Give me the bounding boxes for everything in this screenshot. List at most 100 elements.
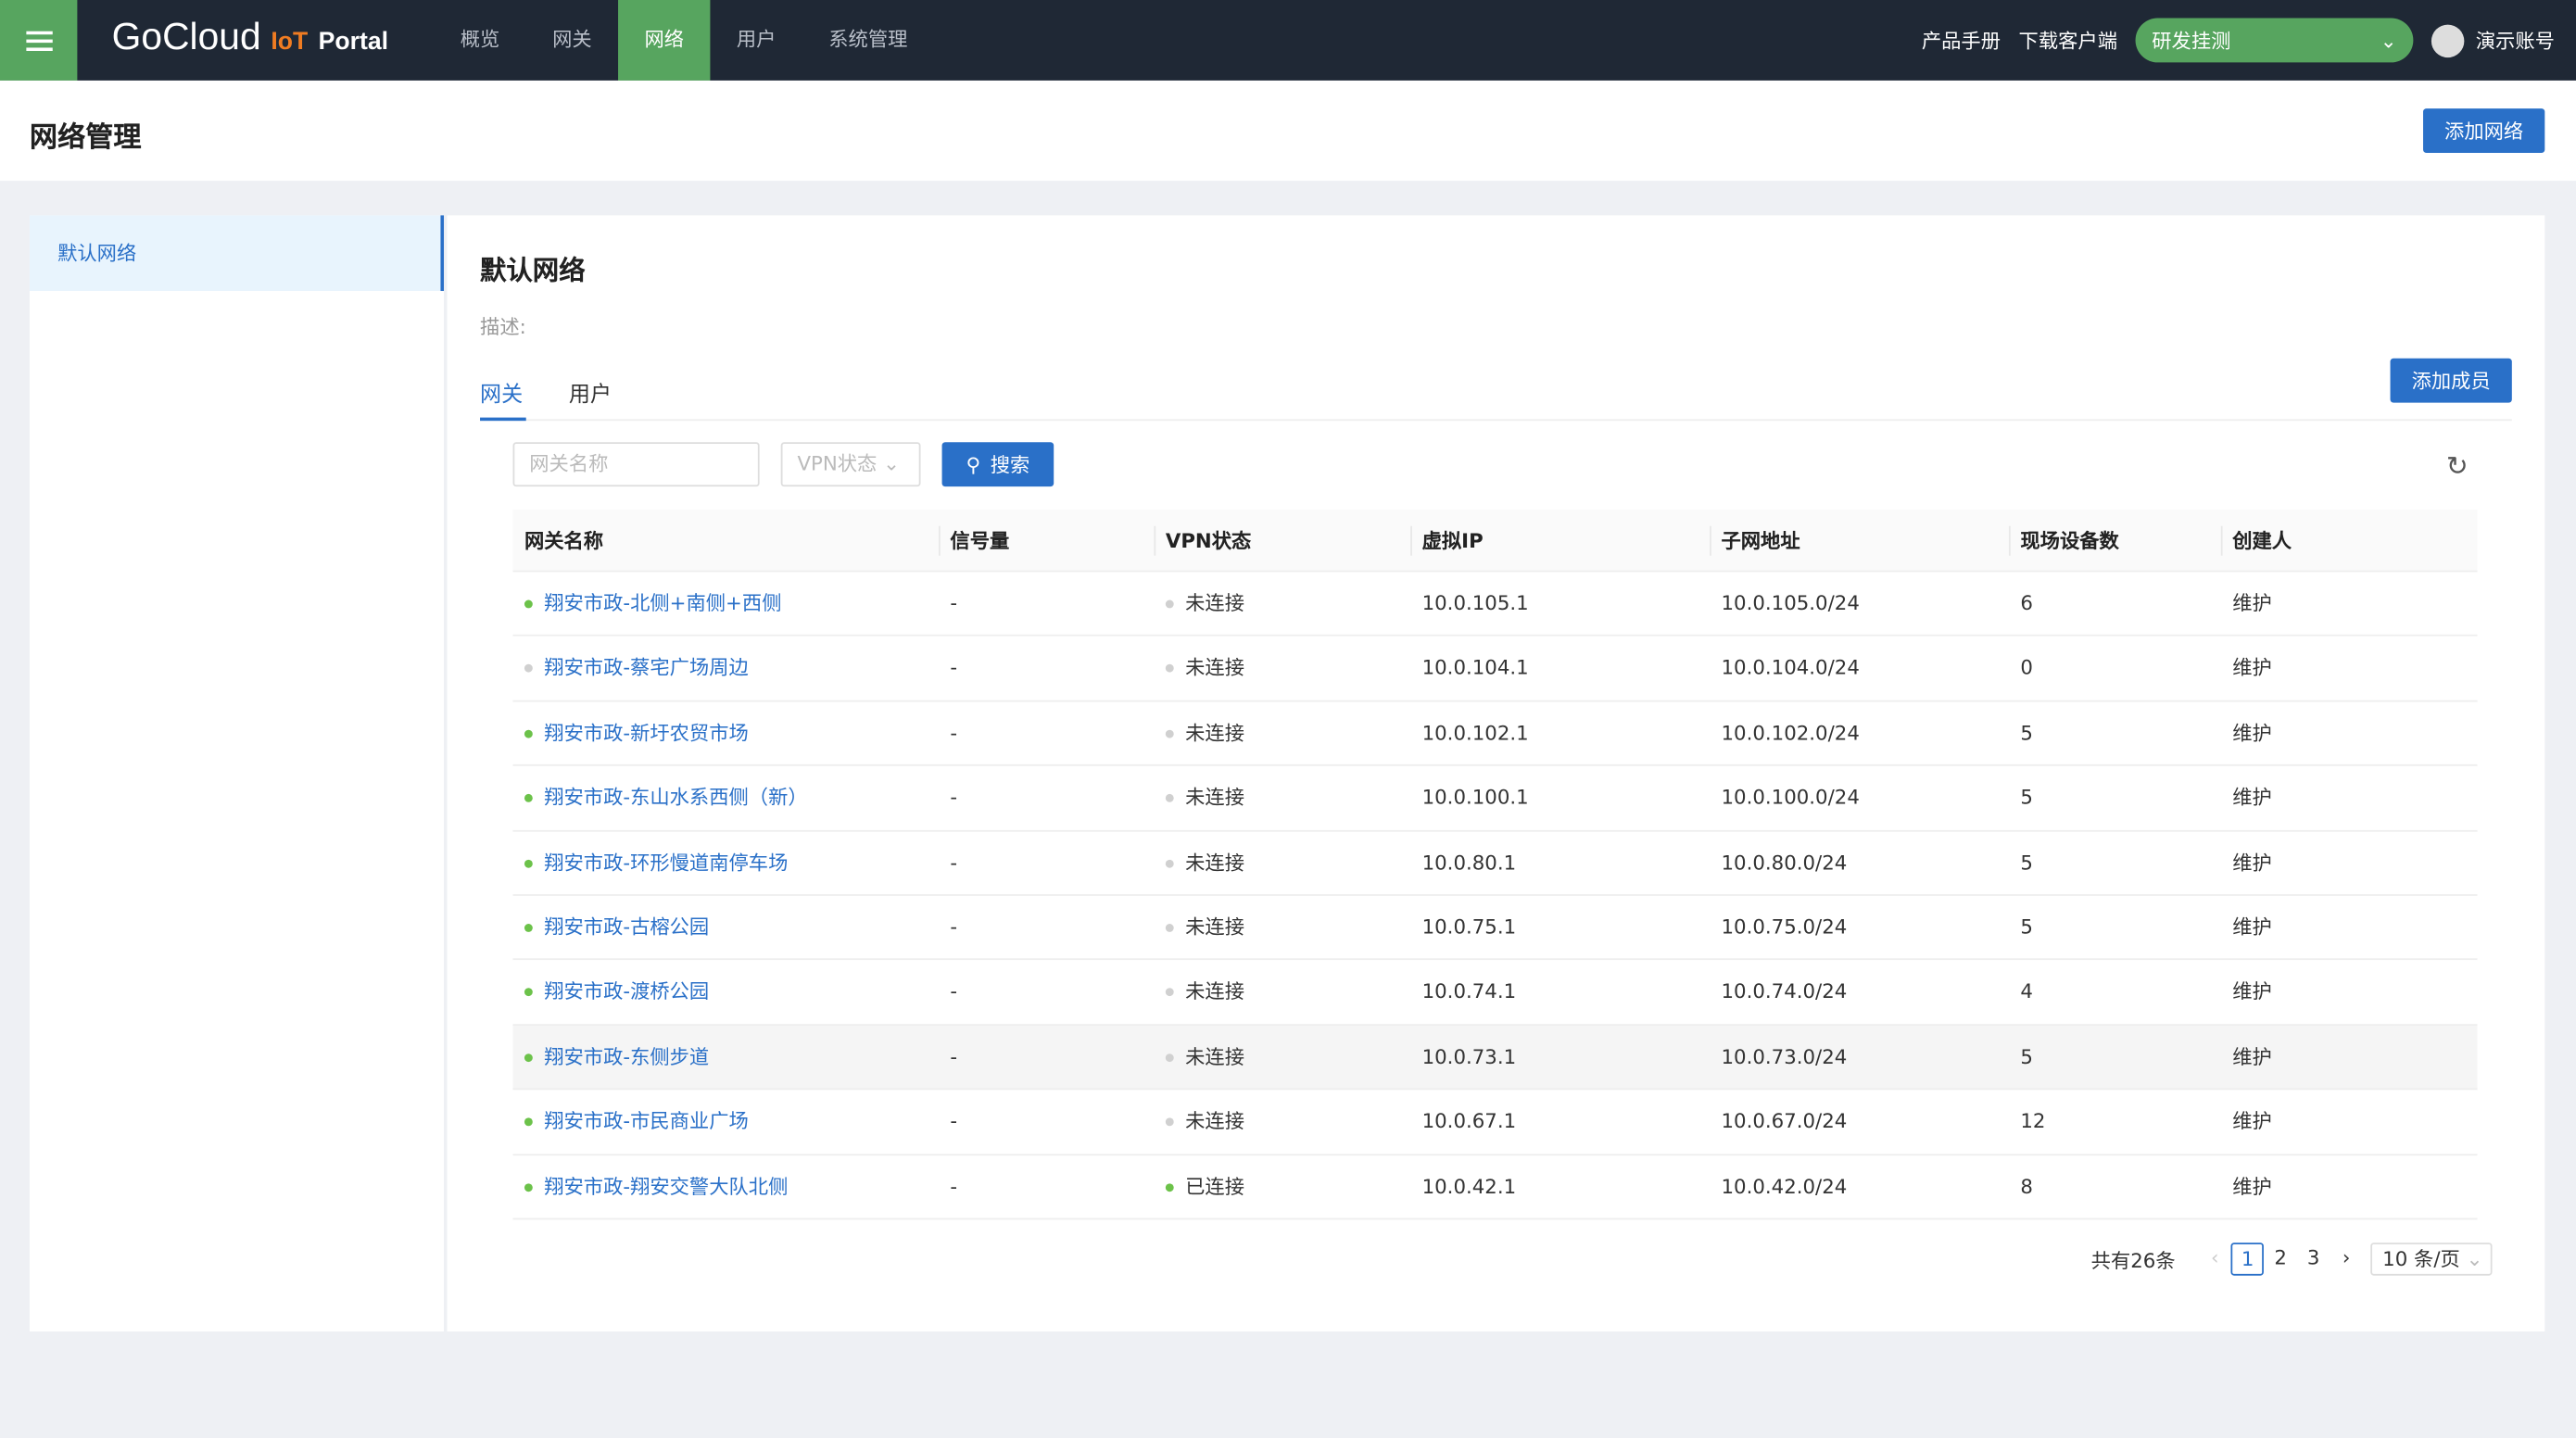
add-member-button[interactable]: 添加成员: [2390, 358, 2512, 403]
gateway-name-cell[interactable]: 翔安市政-渡桥公园: [524, 961, 709, 1025]
vpn-status-text: 未连接: [1185, 786, 1245, 810]
gateway-name-cell[interactable]: 翔安市政-古榕公园: [524, 896, 709, 960]
column-header: 现场设备数: [2020, 529, 2119, 553]
device-count-cell: 0: [2020, 637, 2033, 700]
refresh-icon[interactable]: ↻: [2445, 450, 2469, 482]
creator-text: 维护: [2232, 979, 2272, 1003]
subnet-cell: 10.0.74.0/24: [1721, 961, 1847, 1025]
table-row: 翔安市政-古榕公园 - 未连接 10.0.75.1 10.0.75.0/24 5 维护: [512, 896, 2478, 961]
table-row: 翔安市政-市民商业广场 - 未连接 10.0.67.1 10.0.67.0/24 12 维护: [512, 1090, 2478, 1155]
creator-cell: 维护: [2232, 896, 2272, 960]
project-value: 研发挂测: [2152, 29, 2231, 53]
gateway-name-cell[interactable]: 翔安市政-东山水系西侧（新）: [524, 766, 808, 830]
gateway-name-text: 翔安市政-渡桥公园: [544, 979, 710, 1003]
vpn-status-cell: 未连接: [1165, 896, 1245, 960]
menu-icon[interactable]: [0, 0, 78, 81]
gateway-name-cell[interactable]: 翔安市政-北侧+南侧+西侧: [524, 572, 782, 636]
signal-cell: -: [950, 766, 957, 830]
subnet-cell: 10.0.75.0/24: [1721, 896, 1847, 960]
device-count-cell: 5: [2020, 831, 2033, 895]
subnet-cell: 10.0.102.0/24: [1721, 701, 1859, 765]
creator-text: 维护: [2232, 721, 2272, 745]
table-header: 网关名称 信号量 VPN状态 虚拟IP 子网地址 现场设备数 创建人: [512, 509, 2478, 573]
status-dot: [524, 664, 533, 674]
search-button[interactable]: ⚲ 搜索: [941, 442, 1054, 487]
sidebar-item-default-network[interactable]: 默认网络: [29, 215, 445, 292]
table-row: 翔安市政-东山水系西侧（新） - 未连接 10.0.100.1 10.0.100.0/2…: [512, 766, 2478, 831]
nav-item[interactable]: 网络: [618, 0, 711, 89]
gateway-name-cell[interactable]: 翔安市政-东侧步道: [524, 1026, 709, 1090]
virtual-ip-text: 10.0.100.1: [1421, 786, 1529, 810]
download-link[interactable]: 下载客户端: [2018, 29, 2118, 53]
signal-text: -: [950, 1044, 958, 1068]
table-row: 翔安市政-新圩农贸市场 - 未连接 10.0.102.1 10.0.102.0/24 5 维…: [512, 701, 2478, 767]
subnet-text: 10.0.105.0/24: [1721, 591, 1860, 615]
subnet-text: 10.0.42.0/24: [1721, 1174, 1848, 1198]
table-row: 翔安市政-东侧步道 - 未连接 10.0.73.1 10.0.73.0/24 5 维护: [512, 1025, 2478, 1091]
creator-cell: 维护: [2232, 572, 2272, 636]
nav-item[interactable]: 网关: [552, 28, 592, 51]
gateway-name-cell[interactable]: 翔安市政-翔安交警大队北侧: [524, 1154, 788, 1218]
manual-link[interactable]: 产品手册: [1921, 29, 2001, 53]
device-count-cell: 5: [2020, 896, 2033, 960]
status-dot: [1165, 794, 1174, 803]
prev-page-icon[interactable]: ‹: [2210, 1245, 2219, 1269]
page-3[interactable]: 3: [2306, 1245, 2320, 1269]
chevron-down-icon: ⌄: [883, 451, 901, 475]
page-size-select[interactable]: 10 条/页 ⌄: [2370, 1242, 2494, 1276]
add-network-button[interactable]: 添加网络: [2423, 108, 2545, 153]
signal-text: -: [950, 1174, 958, 1198]
avatar[interactable]: [2431, 23, 2465, 57]
page-1[interactable]: 1: [2230, 1242, 2265, 1276]
gateway-name-cell[interactable]: 翔安市政-新圩农贸市场: [524, 701, 749, 765]
creator-text: 维护: [2232, 656, 2272, 680]
account-name[interactable]: 演示账号: [2475, 29, 2555, 53]
device-count-cell: 12: [2020, 1090, 2045, 1154]
vpn-status-cell: 未连接: [1165, 961, 1244, 1025]
gateway-table: 网关名称 信号量 VPN状态 虚拟IP 子网地址 现场设备数 创建人 翔安市政-北侧+南侧+西…: [512, 509, 2478, 1220]
table-row: 翔安市政-北侧+南侧+西侧 - 未连接 10.0.105.1 10.0.105.0/24…: [512, 572, 2478, 637]
network-sidebar: 默认网络: [29, 215, 445, 1332]
page-2[interactable]: 2: [2274, 1245, 2287, 1269]
top-navbar: GoCloud IoT Portal 概览 网关 网络 用户 系统管理 产品手册 下载客户…: [0, 0, 2576, 89]
subnet-text: 10.0.102.0/24: [1721, 721, 1860, 745]
nav-item[interactable]: 系统管理: [828, 28, 908, 51]
vpn-status-select[interactable]: VPN状态 ⌄: [780, 442, 921, 487]
status-dot: [524, 1182, 533, 1192]
gateway-name-cell[interactable]: 翔安市政-环形慢道南停车场: [524, 831, 788, 895]
gateway-name-cell[interactable]: 翔安市政-蔡宅广场周边: [524, 637, 749, 700]
nav-item[interactable]: 用户: [736, 28, 777, 51]
status-dot: [1165, 923, 1174, 932]
gateway-name-input[interactable]: 网关名称: [512, 442, 760, 487]
virtual-ip-cell: 10.0.80.1: [1422, 831, 1517, 895]
virtual-ip-text: 10.0.105.1: [1421, 591, 1529, 615]
tab-gateway[interactable]: 网关: [480, 383, 524, 408]
tab-users[interactable]: 用户: [568, 383, 612, 408]
virtual-ip-cell: 10.0.100.1: [1422, 766, 1529, 830]
gateway-name-cell[interactable]: 翔安市政-市民商业广场: [524, 1090, 749, 1154]
virtual-ip-text: 10.0.75.1: [1421, 915, 1517, 939]
vpn-status-text: 未连接: [1185, 915, 1245, 939]
status-dot: [1165, 1182, 1174, 1192]
signal-text: -: [950, 721, 958, 745]
next-page-icon[interactable]: ›: [2342, 1245, 2351, 1269]
section-title: 默认网络: [480, 254, 586, 286]
signal-cell: -: [950, 701, 957, 765]
device-count-text: 5: [2020, 851, 2033, 875]
virtual-ip-cell: 10.0.74.1: [1422, 961, 1517, 1025]
subnet-cell: 10.0.100.0/24: [1721, 766, 1859, 830]
gateway-name-text: 翔安市政-市民商业广场: [544, 1109, 749, 1133]
main-nav: 概览 网关 网络 用户 系统管理: [434, 0, 933, 89]
column-header: 创建人: [2232, 529, 2292, 553]
chevron-down-icon: ⌄: [2466, 1247, 2483, 1271]
column-divider: [2220, 525, 2223, 556]
status-dot: [1165, 1117, 1174, 1127]
subnet-text: 10.0.80.0/24: [1721, 851, 1848, 875]
nav-item[interactable]: 概览: [460, 28, 500, 51]
virtual-ip-text: 10.0.74.1: [1421, 979, 1517, 1003]
vpn-status-text: 未连接: [1185, 851, 1245, 875]
virtual-ip-text: 10.0.104.1: [1421, 656, 1529, 680]
project-select[interactable]: 研发挂测 ⌄: [2135, 18, 2414, 63]
creator-text: 维护: [2232, 1044, 2272, 1068]
tabs: 网关 用户: [480, 363, 2512, 422]
